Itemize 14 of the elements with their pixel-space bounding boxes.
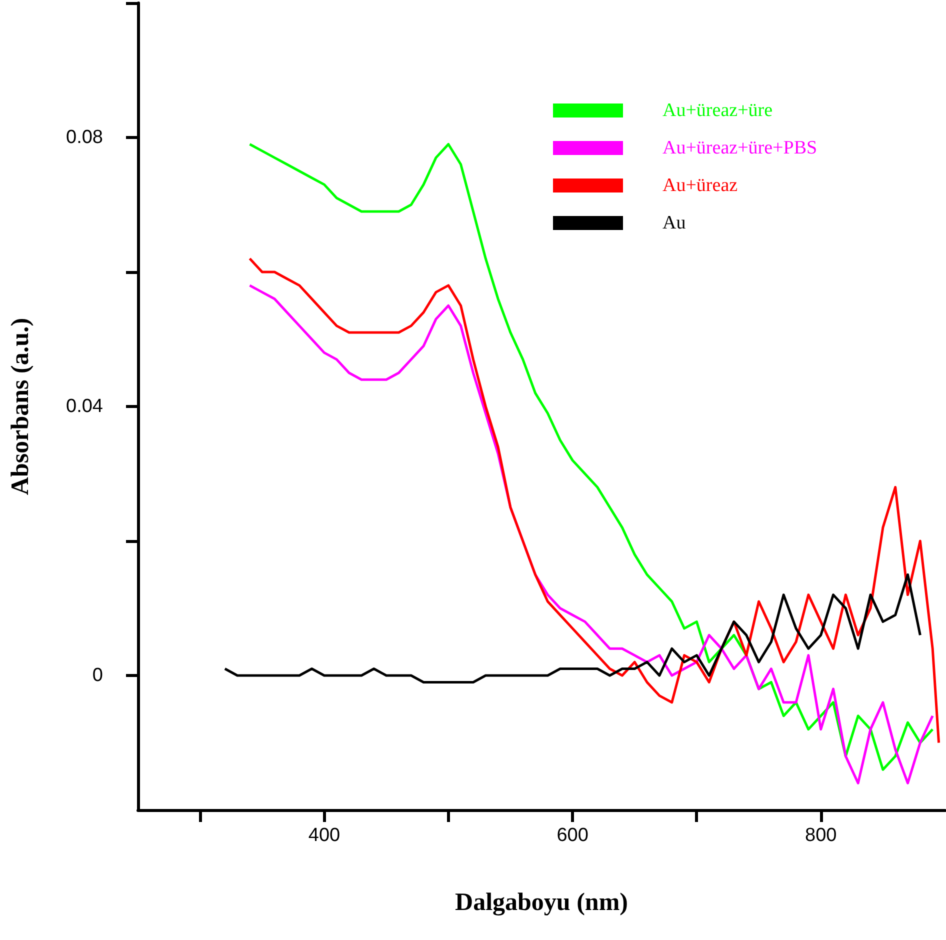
- y-tick-label: 0.04: [66, 396, 104, 417]
- legend-label: Au+üreaz+üre: [662, 100, 773, 121]
- legend-label: Au: [662, 212, 686, 234]
- x-tick-label: 800: [804, 825, 837, 846]
- x-tick-label: 400: [308, 825, 340, 846]
- y-tick-label: 0: [92, 665, 103, 686]
- x-axis-title: Dalgaboyu (nm): [455, 889, 628, 916]
- line-series: [248, 142, 934, 771]
- y-tick-label: 0.08: [66, 127, 103, 148]
- legend-label: Au+üreaz+üre+PBS: [662, 138, 818, 158]
- line-series: [224, 573, 922, 684]
- legend-label: Au+üreaz: [662, 175, 738, 196]
- y-axis-title: Absorbans (a.u.): [7, 318, 34, 496]
- x-tick-label: 600: [556, 825, 588, 846]
